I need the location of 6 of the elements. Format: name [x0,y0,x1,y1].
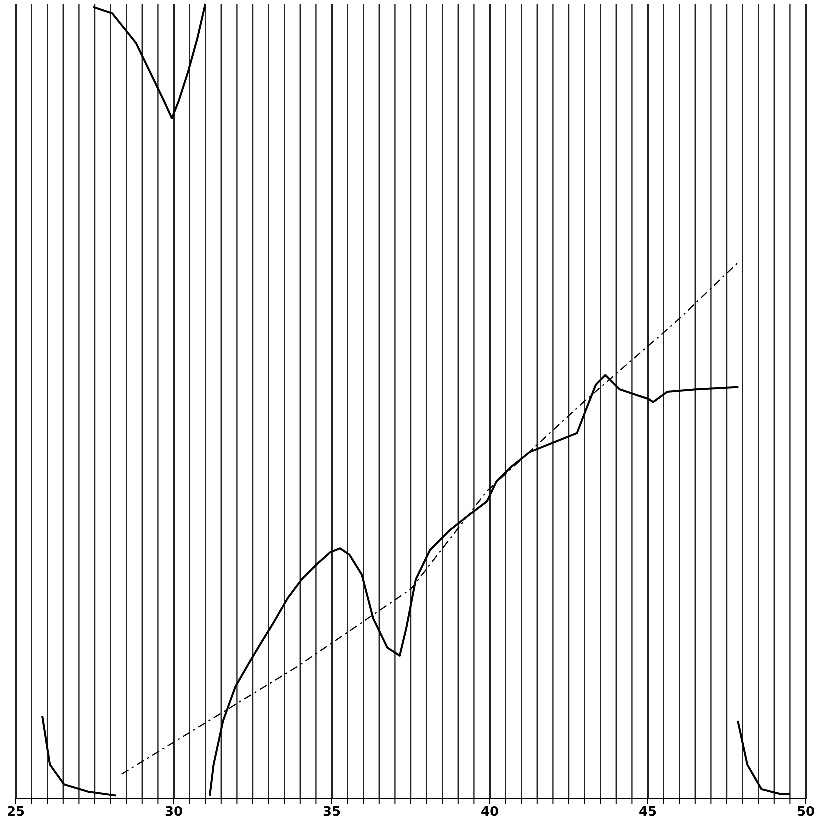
x-tick-label: 30 [164,805,184,820]
x-tick-label: 45 [638,805,658,820]
x-tick-label: 35 [322,805,342,820]
x-tick-label: 25 [6,805,26,820]
x-tick-label: 40 [480,805,500,820]
x-tick-label: 50 [796,805,816,820]
